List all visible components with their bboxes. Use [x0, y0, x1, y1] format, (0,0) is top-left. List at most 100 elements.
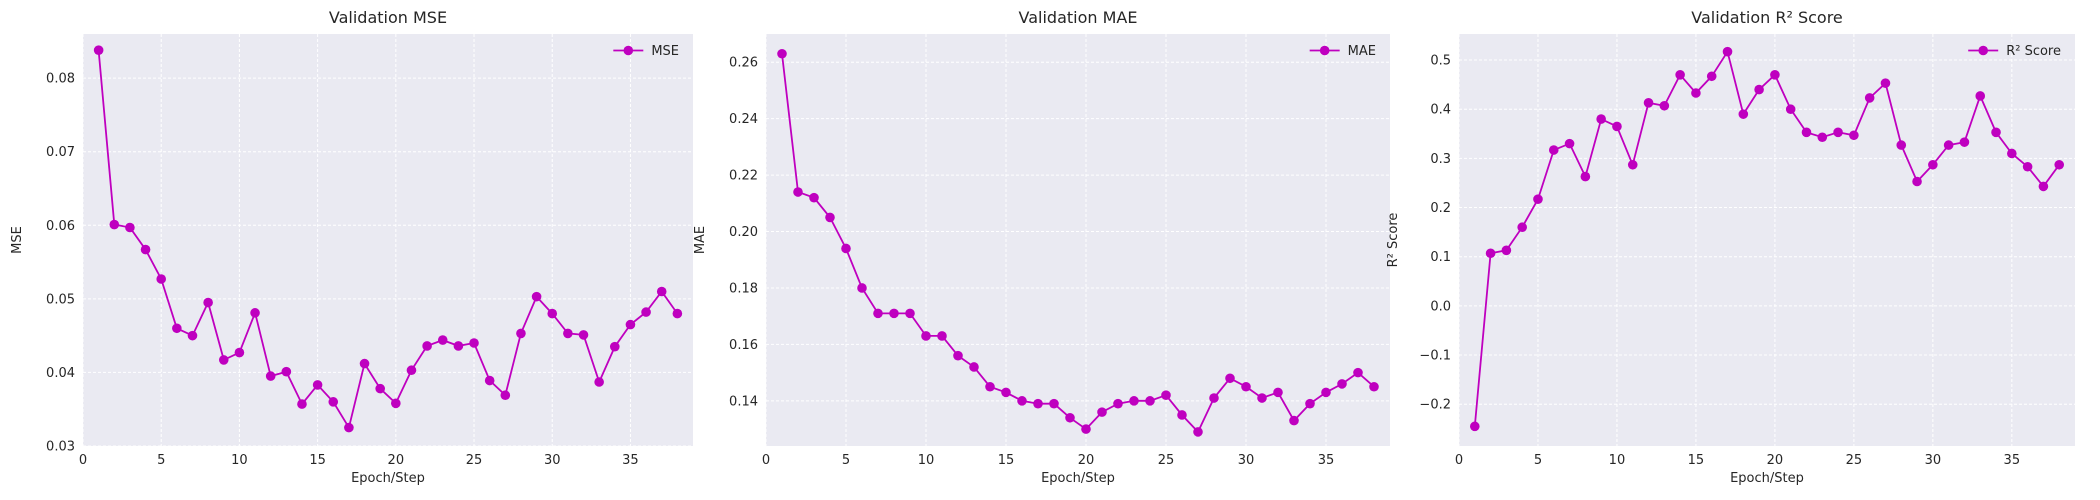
- data-point: [344, 422, 354, 433]
- data-point: [531, 291, 542, 302]
- data-point: [2007, 148, 2017, 159]
- data-point: [1627, 159, 1638, 170]
- x-axis-label: Epoch/Step: [351, 471, 425, 486]
- data-point: [140, 244, 151, 255]
- data-point: [1517, 222, 1527, 233]
- x-tick-label: 25: [1158, 453, 1175, 468]
- data-point: [218, 355, 229, 365]
- data-point: [1548, 145, 1559, 155]
- data-point: [93, 45, 104, 55]
- data-point: [672, 308, 683, 319]
- y-tick-label: 0.07: [46, 145, 75, 160]
- data-point: [312, 380, 323, 390]
- data-point: [1337, 379, 1347, 389]
- data-point: [109, 219, 120, 230]
- data-point: [1928, 159, 1938, 170]
- x-tick-label: 35: [1318, 453, 1335, 468]
- y-tick-label: 0.20: [729, 225, 758, 240]
- data-point: [1533, 194, 1543, 204]
- data-point: [1912, 176, 1922, 187]
- data-point: [156, 274, 167, 284]
- data-point: [1864, 93, 1875, 103]
- data-point: [1321, 387, 1331, 398]
- data-point: [1612, 121, 1622, 132]
- data-point: [1257, 393, 1267, 403]
- y-axis-label: R² Score: [1386, 213, 1401, 268]
- data-point: [1033, 398, 1043, 409]
- data-point: [793, 187, 803, 197]
- y-tick-label: 0.18: [729, 281, 758, 296]
- y-tick-label: 0.24: [729, 112, 758, 127]
- data-point: [1596, 114, 1606, 124]
- x-tick-label: 10: [1609, 453, 1626, 468]
- data-point: [1991, 127, 2001, 138]
- data-point: [1177, 410, 1187, 420]
- data-point: [825, 212, 835, 223]
- y-axis-label: MAE: [693, 226, 708, 254]
- x-tick-label: 20: [388, 453, 405, 468]
- y-tick-label: −0.2: [1419, 398, 1451, 413]
- data-point: [547, 308, 558, 319]
- data-point: [889, 308, 899, 319]
- y-tick-label: 0.16: [729, 338, 758, 353]
- y-tick-label: 0.05: [46, 292, 75, 307]
- plot-area: [1459, 34, 2075, 446]
- y-tick-label: 0.04: [46, 366, 75, 381]
- chart-title: Validation MAE: [1019, 8, 1138, 27]
- data-point: [1754, 84, 1764, 95]
- data-point: [1209, 393, 1219, 403]
- y-tick-label: −0.1: [1419, 349, 1451, 364]
- data-point: [1129, 396, 1139, 406]
- data-point: [391, 398, 401, 409]
- x-tick-label: 25: [1846, 453, 1863, 468]
- data-point: [1785, 104, 1796, 115]
- data-point: [469, 338, 479, 348]
- data-point: [1241, 381, 1251, 392]
- data-point: [609, 341, 620, 352]
- data-point: [1943, 140, 1954, 150]
- data-point: [1770, 70, 1780, 80]
- data-point: [641, 307, 651, 317]
- data-point: [1675, 70, 1685, 80]
- data-point: [1706, 71, 1717, 82]
- data-point: [985, 381, 995, 392]
- data-point: [1145, 396, 1155, 406]
- legend-marker: [623, 45, 634, 56]
- x-tick-label: 15: [998, 453, 1015, 468]
- data-point: [1659, 100, 1670, 111]
- data-point: [1959, 137, 1970, 147]
- data-point: [250, 308, 260, 318]
- data-point: [857, 283, 867, 293]
- legend-marker: [1319, 45, 1330, 56]
- data-point: [1691, 88, 1701, 98]
- data-point: [187, 330, 198, 341]
- data-point: [969, 362, 979, 372]
- data-point: [1801, 127, 1812, 138]
- y-tick-label: 0.22: [729, 169, 758, 184]
- x-axis-label: Epoch/Step: [1041, 471, 1115, 486]
- data-point: [281, 366, 292, 377]
- plot-area: [83, 34, 693, 446]
- y-tick-label: 0.3: [1430, 152, 1451, 167]
- chart-title: Validation MSE: [329, 8, 447, 27]
- data-point: [1975, 91, 1986, 101]
- legend: MSE: [613, 44, 679, 59]
- data-point: [1849, 130, 1859, 141]
- data-point: [437, 335, 448, 345]
- data-point: [1353, 367, 1363, 378]
- data-point: [1161, 390, 1171, 401]
- data-point: [234, 347, 245, 358]
- data-point: [1193, 427, 1203, 437]
- y-tick-label: 0.1: [1430, 250, 1451, 265]
- data-point: [1580, 171, 1591, 182]
- data-point: [1833, 127, 1843, 138]
- data-point: [625, 319, 636, 330]
- data-point: [905, 308, 915, 319]
- data-point: [777, 48, 787, 59]
- legend-label: MSE: [651, 44, 679, 59]
- data-point: [1896, 140, 1907, 150]
- x-tick-label: 35: [2004, 453, 2021, 468]
- data-point: [937, 331, 947, 341]
- legend-label: MAE: [1348, 44, 1376, 59]
